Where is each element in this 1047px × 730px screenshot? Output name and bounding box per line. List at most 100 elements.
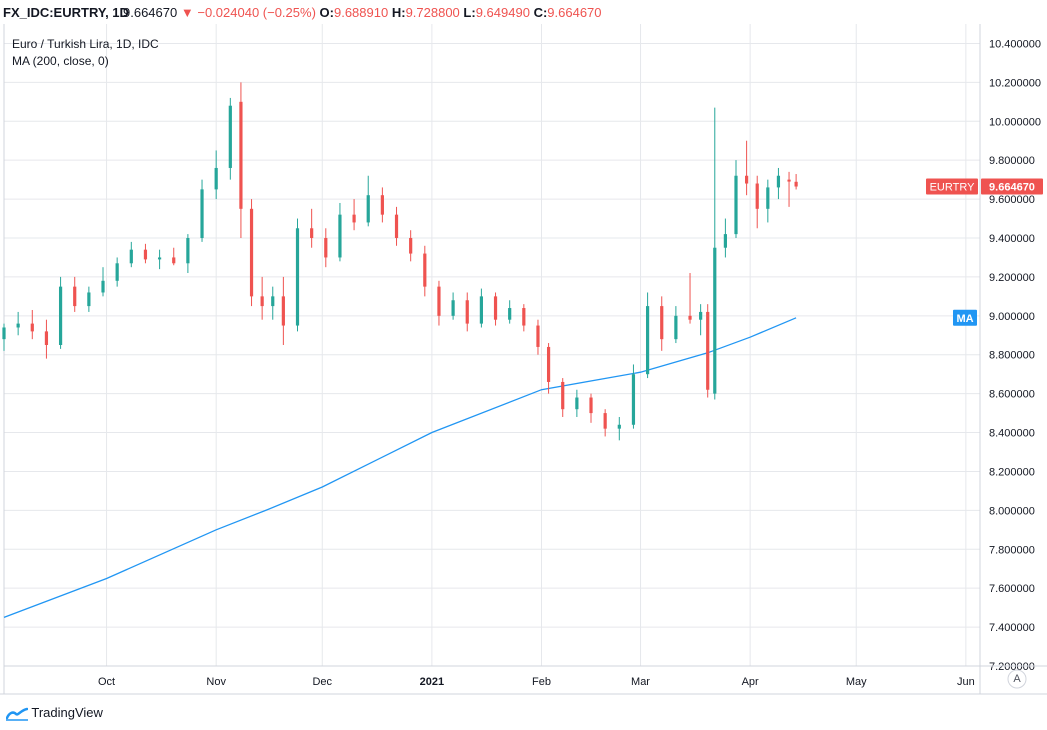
candle-body[interactable] <box>129 249 133 264</box>
candle-body[interactable] <box>603 413 607 429</box>
candle-body[interactable] <box>645 306 650 375</box>
x-tick-label: 2021 <box>420 676 444 688</box>
symbol-name-label: EURTRY <box>930 182 975 194</box>
candle-body[interactable] <box>451 300 455 316</box>
ma-tag <box>953 309 977 326</box>
last-price-tag <box>981 178 1043 195</box>
change-arrow-icon: ▼ <box>180 5 194 20</box>
candle-body[interactable] <box>87 292 91 307</box>
candle-body[interactable] <box>546 346 551 382</box>
y-tick-label: 7.800000 <box>989 544 1035 556</box>
x-tick-label: Feb <box>532 676 551 688</box>
candle-body[interactable] <box>631 374 636 425</box>
ma-tag-label: MA <box>956 313 973 325</box>
candle-body[interactable] <box>186 238 190 264</box>
brand-name: TradingView <box>31 705 103 720</box>
symbol-title[interactable]: FX_IDC:EURTRY, 1D <box>3 5 129 20</box>
candle-body[interactable] <box>713 247 717 394</box>
candle-body[interactable] <box>228 105 232 168</box>
candle-body[interactable] <box>352 214 356 223</box>
x-tick-label: Oct <box>98 676 115 688</box>
legend-title[interactable]: Euro / Turkish Lira, 1D, IDC <box>12 37 159 51</box>
candle-body[interactable] <box>536 325 540 347</box>
candle-body[interactable] <box>310 228 314 238</box>
auto-scale-button[interactable]: A <box>1013 673 1021 685</box>
candle-body[interactable] <box>249 208 254 297</box>
tradingview-branding[interactable]: TradingView <box>5 705 103 721</box>
candle-body[interactable] <box>44 331 49 345</box>
candle-body[interactable] <box>172 257 176 264</box>
candle-body[interactable] <box>394 214 399 238</box>
candle-body[interactable] <box>617 424 621 429</box>
candle-body[interactable] <box>58 286 63 345</box>
candle-body[interactable] <box>338 214 342 258</box>
candle-body[interactable] <box>295 228 300 326</box>
ma-line[interactable] <box>3 317 797 619</box>
close-value: 9.664670 <box>547 5 602 20</box>
y-tick-label: 7.200000 <box>989 661 1035 673</box>
candle-body[interactable] <box>522 308 526 326</box>
candle-body[interactable] <box>794 181 798 187</box>
candle-body[interactable] <box>324 238 328 258</box>
y-tick-label: 9.800000 <box>989 155 1035 167</box>
price-chart[interactable]: 10.400000 10.200000 10.000000 9.800000 9.600… <box>0 0 1047 700</box>
candle-body[interactable] <box>674 315 678 340</box>
y-tick-label: 8.400000 <box>989 428 1035 440</box>
candle-body[interactable] <box>281 296 285 326</box>
candle-body[interactable] <box>493 296 498 320</box>
candle-body[interactable] <box>734 175 738 235</box>
candle-body[interactable] <box>776 175 781 188</box>
y-tick-label: 9.000000 <box>989 311 1035 323</box>
candle-body[interactable] <box>423 253 427 287</box>
y-tick-label: 8.600000 <box>989 389 1035 401</box>
y-tick-label: 7.600000 <box>989 583 1035 595</box>
candle-body[interactable] <box>787 179 791 182</box>
candle-body[interactable] <box>73 286 77 307</box>
candle-body[interactable] <box>409 238 413 254</box>
candle-body[interactable] <box>755 183 759 209</box>
auto-button-outline[interactable] <box>1007 669 1027 689</box>
candle-body[interactable] <box>260 296 264 307</box>
candle-body[interactable] <box>101 280 105 293</box>
candle-body[interactable] <box>271 296 275 307</box>
candle-body[interactable] <box>2 327 6 340</box>
low-label: L: <box>463 5 476 20</box>
tradingview-logo-icon <box>5 707 29 721</box>
y-tick-label: 10.000000 <box>989 116 1041 128</box>
candle-body[interactable] <box>575 397 579 410</box>
candle-body[interactable] <box>16 323 20 328</box>
x-tick-label: Jun <box>957 676 975 688</box>
candle-body[interactable] <box>766 187 770 209</box>
price-change: −0.024040 (−0.25%) <box>197 5 316 20</box>
candle-body[interactable] <box>723 234 727 248</box>
x-tick-label: Nov <box>206 676 226 688</box>
candle-body[interactable] <box>699 311 703 320</box>
high-value: 9.728800 <box>405 5 460 20</box>
legend-ma[interactable]: MA (200, close, 0) <box>12 54 109 68</box>
candle-body[interactable] <box>706 311 710 390</box>
candle-body[interactable] <box>214 167 218 190</box>
candle-body[interactable] <box>143 249 148 260</box>
candle-body[interactable] <box>437 286 441 316</box>
candle-body[interactable] <box>465 300 469 324</box>
candle-body[interactable] <box>239 101 243 209</box>
candle-body[interactable] <box>380 195 384 215</box>
open-value: 9.688910 <box>333 5 389 20</box>
y-tick-label: 9.400000 <box>989 233 1035 245</box>
candle-body[interactable] <box>589 397 593 414</box>
symbol-price-tag <box>926 178 978 195</box>
x-tick-label: Apr <box>742 676 759 688</box>
candle-body[interactable] <box>157 257 162 260</box>
candle-body[interactable] <box>200 189 204 238</box>
candle-body[interactable] <box>366 195 370 223</box>
candle-body[interactable] <box>688 315 692 320</box>
candle-body[interactable] <box>660 306 664 340</box>
candle-body[interactable] <box>479 296 483 324</box>
candle-body[interactable] <box>115 263 119 281</box>
candle-body[interactable] <box>30 323 34 332</box>
candle-body[interactable] <box>561 381 565 410</box>
y-tick-label: 8.200000 <box>989 466 1035 478</box>
candle-body[interactable] <box>745 175 749 184</box>
candle-body[interactable] <box>508 308 512 320</box>
symbol-header: FX_IDC:EURTRY, 1D 9.664670 ▼ −0.024040 (… <box>0 0 1047 24</box>
